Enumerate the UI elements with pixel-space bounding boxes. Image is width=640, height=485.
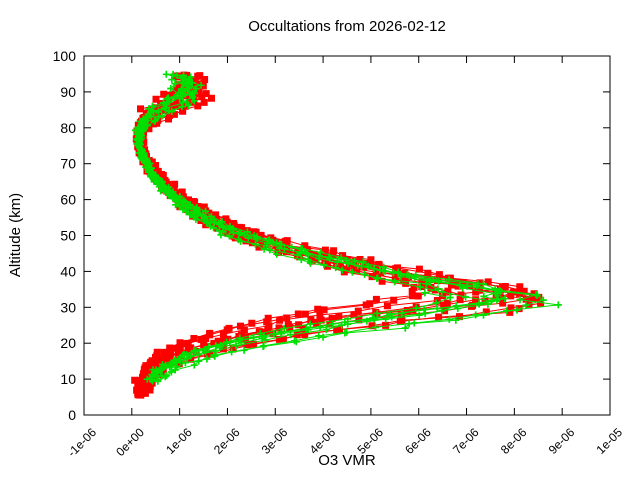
- y-tick-label: 70: [60, 156, 76, 172]
- y-tick-label: 10: [60, 371, 76, 387]
- y-tick-label: 30: [60, 299, 76, 315]
- profile: [136, 74, 547, 385]
- y-tick-label: 100: [53, 48, 77, 64]
- plot-frame: [83, 55, 611, 416]
- y-tick-label: 60: [60, 192, 76, 208]
- y-axis-label: Altitude (km): [7, 193, 24, 277]
- data-series: [131, 70, 562, 399]
- chart-title: Occultations from 2026-02-12: [248, 18, 446, 35]
- y-tick-label: 90: [60, 84, 76, 100]
- profile: [133, 71, 495, 385]
- plus-markers: [133, 71, 495, 385]
- y-tick-label: 0: [68, 407, 76, 423]
- y-tick-label: 80: [60, 120, 76, 136]
- plot-area: -1e-06 0e+00 1e-06 2e-06 3e-06 4e-06 5e-06 6e-0…: [53, 48, 626, 460]
- y-tick-label: 20: [60, 335, 76, 351]
- y-tick-label: 40: [60, 263, 76, 279]
- y-tick-label: 50: [60, 228, 76, 244]
- series-green-plusses: [131, 70, 562, 385]
- x-axis-label: O3 VMR: [318, 452, 376, 469]
- square-markers: [136, 71, 528, 399]
